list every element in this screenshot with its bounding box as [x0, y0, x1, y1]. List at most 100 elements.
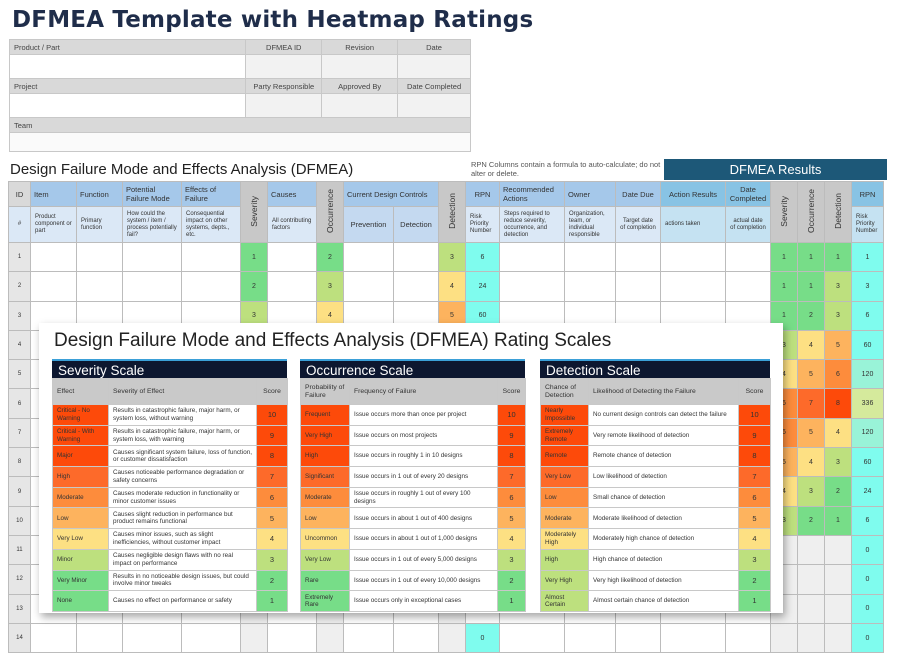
result-rpn-cell[interactable]: 1: [851, 241, 884, 273]
severity-cell[interactable]: 2: [240, 271, 268, 302]
failure-mode-cell[interactable]: [122, 271, 182, 302]
detection-cell[interactable]: 3: [438, 241, 466, 273]
party-responsible-field[interactable]: [245, 93, 323, 118]
result-detection-cell[interactable]: 6: [824, 359, 852, 390]
occurrence-cell[interactable]: [316, 622, 344, 653]
row-id-cell[interactable]: 9: [8, 476, 31, 507]
failure-mode-cell[interactable]: [122, 241, 182, 273]
result-occurrence-cell[interactable]: 1: [797, 241, 825, 273]
result-rpn-cell[interactable]: 24: [851, 476, 884, 507]
result-detection-cell[interactable]: 1: [824, 505, 852, 536]
detection-control-cell[interactable]: [393, 241, 439, 273]
result-rpn-cell[interactable]: 120: [851, 359, 884, 390]
owner-cell[interactable]: [564, 241, 616, 273]
result-occurrence-cell[interactable]: 5: [797, 417, 825, 449]
result-detection-cell[interactable]: [824, 534, 852, 566]
actions-cell[interactable]: [499, 241, 565, 273]
revision-field[interactable]: [321, 54, 399, 79]
row-id-cell[interactable]: 2: [8, 271, 31, 302]
effects-cell[interactable]: [181, 622, 241, 653]
date-completed-cell[interactable]: [725, 241, 771, 273]
occurrence-cell[interactable]: 3: [316, 271, 344, 302]
function-cell[interactable]: [76, 622, 123, 653]
result-occurrence-cell[interactable]: 3: [797, 476, 825, 507]
project-field[interactable]: [8, 93, 247, 118]
result-rpn-cell[interactable]: 3: [851, 271, 884, 302]
result-rpn-cell[interactable]: 0: [851, 564, 884, 595]
result-occurrence-cell[interactable]: [797, 622, 825, 653]
rpn-cell[interactable]: 6: [465, 241, 500, 273]
detection-control-cell[interactable]: [393, 622, 439, 653]
row-id-cell[interactable]: 7: [8, 417, 31, 449]
result-severity-cell[interactable]: [770, 622, 798, 653]
causes-cell[interactable]: [267, 622, 317, 653]
row-id-cell[interactable]: 11: [8, 534, 31, 566]
row-id-cell[interactable]: 13: [8, 593, 31, 624]
row-id-cell[interactable]: 6: [8, 388, 31, 419]
detection-cell[interactable]: [438, 622, 466, 653]
detection-control-cell[interactable]: [393, 271, 439, 302]
result-detection-cell[interactable]: 1: [824, 241, 852, 273]
item-cell[interactable]: [30, 241, 77, 273]
result-detection-cell[interactable]: [824, 622, 852, 653]
date-due-cell[interactable]: [615, 241, 661, 273]
action-results-cell[interactable]: [660, 271, 726, 302]
row-id-cell[interactable]: 5: [8, 359, 31, 390]
date-completed-cell[interactable]: [725, 271, 771, 302]
result-rpn-cell[interactable]: 6: [851, 505, 884, 536]
result-detection-cell[interactable]: [824, 564, 852, 595]
date-completed-cell[interactable]: [725, 622, 771, 653]
result-occurrence-cell[interactable]: 7: [797, 388, 825, 419]
item-cell[interactable]: [30, 271, 77, 302]
result-occurrence-cell[interactable]: 4: [797, 329, 825, 361]
result-occurrence-cell[interactable]: 5: [797, 359, 825, 390]
row-id-cell[interactable]: 14: [8, 622, 31, 653]
result-detection-cell[interactable]: 3: [824, 271, 852, 302]
function-cell[interactable]: [76, 271, 123, 302]
team-field[interactable]: [9, 132, 471, 152]
result-rpn-cell[interactable]: 6: [851, 300, 884, 331]
severity-cell[interactable]: [240, 622, 268, 653]
rpn-cell[interactable]: 0: [465, 622, 500, 653]
prevention-cell[interactable]: [343, 271, 394, 302]
result-occurrence-cell[interactable]: 4: [797, 447, 825, 478]
result-rpn-cell[interactable]: 0: [851, 534, 884, 566]
effects-cell[interactable]: [181, 271, 241, 302]
actions-cell[interactable]: [499, 271, 565, 302]
function-cell[interactable]: [76, 241, 123, 273]
approved-by-field[interactable]: [321, 93, 399, 118]
result-occurrence-cell[interactable]: 2: [797, 300, 825, 331]
prevention-cell[interactable]: [343, 241, 394, 273]
dfmea-id-field[interactable]: [245, 54, 323, 79]
result-occurrence-cell[interactable]: 1: [797, 271, 825, 302]
date-field[interactable]: [397, 54, 471, 79]
owner-cell[interactable]: [564, 622, 616, 653]
row-id-cell[interactable]: 12: [8, 564, 31, 595]
result-detection-cell[interactable]: 8: [824, 388, 852, 419]
detection-cell[interactable]: 4: [438, 271, 466, 302]
result-occurrence-cell[interactable]: [797, 593, 825, 624]
date-due-cell[interactable]: [615, 622, 661, 653]
causes-cell[interactable]: [267, 271, 317, 302]
result-rpn-cell[interactable]: 336: [851, 388, 884, 419]
result-detection-cell[interactable]: 4: [824, 417, 852, 449]
result-detection-cell[interactable]: 3: [824, 300, 852, 331]
actions-cell[interactable]: [499, 622, 565, 653]
result-severity-cell[interactable]: 1: [770, 271, 798, 302]
result-detection-cell[interactable]: [824, 593, 852, 624]
result-rpn-cell[interactable]: 0: [851, 622, 884, 653]
severity-cell[interactable]: 1: [240, 241, 268, 273]
row-id-cell[interactable]: 1: [8, 241, 31, 273]
result-rpn-cell[interactable]: 60: [851, 447, 884, 478]
action-results-cell[interactable]: [660, 241, 726, 273]
failure-mode-cell[interactable]: [122, 622, 182, 653]
row-id-cell[interactable]: 10: [8, 505, 31, 536]
result-severity-cell[interactable]: 1: [770, 241, 798, 273]
result-detection-cell[interactable]: 5: [824, 329, 852, 361]
result-occurrence-cell[interactable]: [797, 564, 825, 595]
result-rpn-cell[interactable]: 0: [851, 593, 884, 624]
row-id-cell[interactable]: 4: [8, 329, 31, 361]
row-id-cell[interactable]: 3: [8, 300, 31, 331]
row-id-cell[interactable]: 8: [8, 447, 31, 478]
result-detection-cell[interactable]: 3: [824, 447, 852, 478]
